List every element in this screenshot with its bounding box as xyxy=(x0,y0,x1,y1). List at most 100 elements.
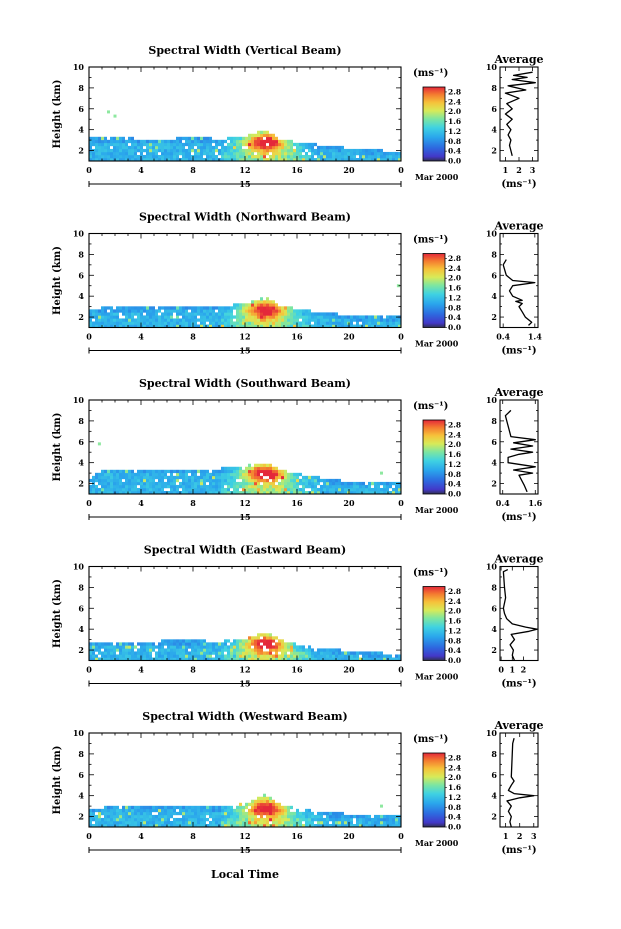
heatmap-cell xyxy=(284,657,287,661)
heatmap-cell xyxy=(188,481,191,486)
heatmap-cell xyxy=(248,639,251,643)
heatmap-cell xyxy=(113,309,116,313)
heatmap-cell xyxy=(338,481,341,486)
heatmap-cell xyxy=(380,321,383,325)
heatmap-cell xyxy=(269,657,272,661)
heatmap-cell xyxy=(293,651,296,655)
heatmap-cell xyxy=(338,817,341,822)
heatmap-cell xyxy=(233,472,236,477)
heatmap-cell xyxy=(359,484,362,489)
heatmap-cell xyxy=(221,318,224,322)
heatmap-cell xyxy=(197,475,200,480)
heatmap-cell xyxy=(185,158,188,162)
heatmap-cell xyxy=(200,469,203,474)
heatmap-cell xyxy=(299,315,302,319)
heatmap-cell xyxy=(128,151,131,156)
heatmap-cell xyxy=(242,148,245,153)
heatmap-cell xyxy=(176,309,179,313)
heatmap-cell xyxy=(236,466,239,471)
heatmap-cell xyxy=(179,639,182,643)
heatmap-cell xyxy=(98,657,101,661)
heatmap-cell xyxy=(263,484,266,489)
heatmap-cell xyxy=(134,811,137,816)
heatmap-cell xyxy=(227,142,230,147)
heatmap-cell xyxy=(245,469,248,474)
heatmap-cell xyxy=(89,491,92,495)
heatmap-cell xyxy=(134,312,137,316)
heatmap-cell xyxy=(251,321,254,325)
heatmap-cell xyxy=(293,487,296,492)
heatmap-cell xyxy=(263,651,266,655)
heatmap-cell xyxy=(173,469,176,474)
heatmap-cell xyxy=(314,484,317,489)
heatmap-cell xyxy=(230,824,233,828)
average-y-tick-label: 2 xyxy=(491,645,497,655)
heatmap-cell xyxy=(284,148,287,153)
heatmap-cell xyxy=(275,466,278,471)
heatmap-cell xyxy=(392,817,395,822)
heatmap-cell xyxy=(335,820,338,825)
heatmap-cell xyxy=(203,487,206,492)
heatmap-cell xyxy=(278,657,281,661)
heatmap-cell xyxy=(350,158,353,162)
x-tick-label: 4 xyxy=(138,332,144,342)
heatmap-cell xyxy=(152,491,155,495)
heatmap-cell xyxy=(89,654,92,658)
heatmap-cell xyxy=(353,491,356,495)
heatmap-cell xyxy=(221,145,224,150)
heatmap-cell xyxy=(215,154,218,159)
heatmap-cell xyxy=(353,481,356,486)
heatmap-cell xyxy=(116,648,119,652)
heatmap-cell xyxy=(311,312,314,316)
heatmap-cell xyxy=(128,475,131,480)
heatmap-cell xyxy=(143,139,146,144)
heatmap-cell xyxy=(308,312,311,316)
heatmap-cell xyxy=(221,469,224,474)
heatmap-cell xyxy=(278,491,281,495)
heatmap-cell xyxy=(110,484,113,489)
heatmap-cell xyxy=(215,805,218,810)
heatmap-cell xyxy=(104,469,107,474)
heatmap-cell xyxy=(302,491,305,495)
heatmap-cell xyxy=(233,491,236,495)
heatmap-cell xyxy=(245,303,248,307)
heatmap-cell xyxy=(164,315,167,319)
heatmap-cell xyxy=(299,487,302,492)
heatmap-cell xyxy=(272,466,275,471)
heatmap-cell xyxy=(386,817,389,822)
heatmap-cell xyxy=(98,158,101,162)
heatmap-cell xyxy=(104,487,107,492)
heatmap-cell xyxy=(329,814,332,819)
heatmap-cell xyxy=(89,321,92,325)
heatmap-cell xyxy=(152,472,155,477)
heatmap-cell xyxy=(104,312,107,316)
heatmap-cell xyxy=(251,300,254,304)
heatmap-cell xyxy=(110,158,113,162)
heatmap-cell xyxy=(152,645,155,649)
heatmap-cell xyxy=(251,808,254,813)
heatmap-cell xyxy=(95,472,98,477)
average-x-tick-label: 3 xyxy=(530,165,536,175)
heatmap-cell xyxy=(350,154,353,159)
heatmap-cell xyxy=(323,817,326,822)
heatmap-cell xyxy=(263,805,266,810)
heatmap-cell xyxy=(158,805,161,810)
heatmap-cell xyxy=(155,651,158,655)
heatmap-cell xyxy=(146,481,149,486)
heatmap-cell xyxy=(221,645,224,649)
heatmap-cell xyxy=(176,475,179,480)
heatmap-cell xyxy=(155,324,158,328)
heatmap-cell xyxy=(326,154,329,159)
heatmap-cell xyxy=(170,820,173,825)
heatmap-cell xyxy=(164,824,167,828)
heatmap-cell xyxy=(203,145,206,150)
heatmap-cell xyxy=(317,318,320,322)
heatmap-cell xyxy=(137,148,140,153)
heatmap-cell xyxy=(149,645,152,649)
heatmap-cell xyxy=(110,814,113,819)
heatmap-cell xyxy=(125,487,128,492)
heatmap-cell xyxy=(89,487,92,492)
heatmap-cell xyxy=(236,148,239,153)
heatmap-cell xyxy=(308,648,311,652)
heatmap-cell xyxy=(302,475,305,480)
